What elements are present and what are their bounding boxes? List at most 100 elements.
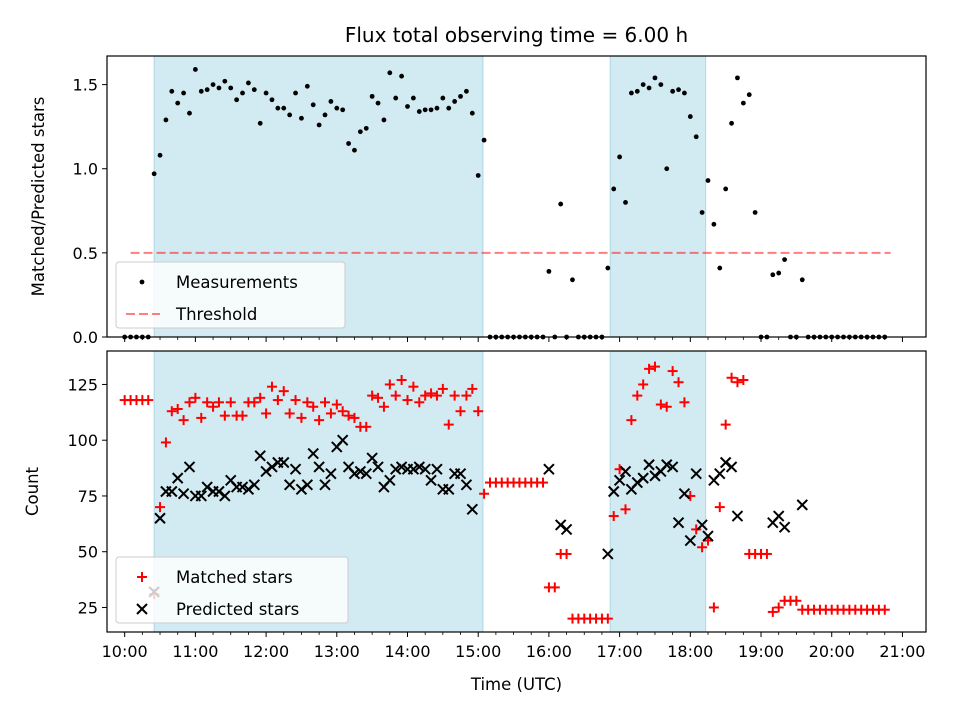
y-tick-label: 75	[78, 487, 98, 506]
data-point	[697, 542, 708, 553]
data-point	[613, 474, 626, 487]
data-point	[336, 434, 349, 446]
data-point	[666, 461, 679, 473]
data-point	[302, 397, 313, 408]
data-point	[325, 408, 336, 419]
data-point	[369, 93, 375, 99]
data-point	[316, 122, 322, 128]
data-point	[236, 481, 249, 493]
data-point	[473, 406, 484, 417]
data-point	[163, 117, 169, 123]
x-tick-label: 15:00	[455, 642, 501, 661]
data-point	[352, 147, 357, 153]
data-point	[637, 472, 649, 484]
legend-label: Predicted stars	[176, 600, 299, 619]
data-point	[260, 465, 272, 478]
data-point	[652, 75, 658, 81]
top-plot-matched-over-predicted: 0.0 0.5 1.0 1.5 Matched/Predicted stars Flux …	[29, 23, 927, 347]
data-point	[699, 210, 705, 215]
y-tick-label: 125	[67, 375, 98, 394]
data-point	[446, 105, 452, 111]
bottom-plot-star-counts: 10:00 11:00 12:00 13:00 14:00 15:00 16:00 17:00…	[23, 350, 927, 694]
data-point	[602, 548, 614, 560]
data-point	[266, 461, 278, 473]
data-point	[246, 80, 251, 86]
data-point	[242, 483, 255, 495]
data-point	[714, 502, 725, 513]
data-point	[554, 519, 567, 531]
data-point	[213, 485, 225, 498]
legend-label: Measurements	[176, 273, 298, 292]
data-point	[543, 463, 555, 475]
data-point	[263, 90, 269, 96]
data-point	[281, 105, 287, 111]
data-point	[301, 479, 314, 491]
data-point	[761, 548, 772, 559]
data-point	[269, 97, 275, 103]
data-point	[143, 395, 154, 406]
data-point	[437, 383, 448, 394]
data-point	[325, 467, 337, 480]
data-point	[646, 85, 652, 91]
data-point	[357, 129, 363, 135]
data-point	[293, 90, 298, 96]
legend-swatch	[136, 603, 148, 615]
series-matched-stars	[119, 361, 890, 624]
data-point	[611, 186, 617, 192]
data-point	[452, 99, 458, 104]
data-point	[791, 595, 802, 606]
data-point	[458, 93, 463, 99]
data-point	[475, 173, 481, 178]
data-point	[154, 512, 166, 524]
data-point	[414, 397, 425, 408]
x-tick-label: 10:00	[102, 642, 148, 661]
data-point	[626, 415, 637, 426]
data-point	[208, 401, 219, 412]
data-point	[396, 374, 407, 385]
x-tick-label: 17:00	[597, 642, 643, 661]
data-point	[711, 221, 717, 227]
data-point	[166, 485, 178, 498]
data-point	[602, 613, 613, 624]
data-point	[248, 479, 261, 491]
data-point	[738, 374, 749, 385]
data-point	[605, 265, 611, 271]
data-point	[184, 397, 195, 408]
data-point	[254, 450, 266, 462]
data-point	[378, 401, 389, 412]
data-point	[405, 104, 410, 109]
data-point	[546, 268, 552, 274]
x-tick-label: 13:00	[314, 642, 360, 661]
observing-interval-1	[609, 55, 707, 338]
data-point	[320, 397, 331, 408]
data-point	[216, 85, 222, 91]
data-point	[644, 363, 655, 374]
legend-box	[115, 261, 346, 329]
data-point	[360, 467, 372, 480]
data-point	[723, 186, 729, 192]
data-point	[278, 456, 290, 469]
data-point	[649, 470, 661, 482]
data-point	[608, 511, 619, 522]
data-point	[151, 171, 157, 177]
y-tick-label: 100	[67, 431, 98, 450]
series-measurements	[122, 67, 888, 340]
data-point	[420, 390, 431, 401]
data-point	[343, 410, 354, 421]
data-point	[261, 408, 272, 419]
data-point	[387, 70, 393, 76]
data-point	[796, 499, 808, 511]
data-point	[772, 510, 785, 522]
chart-title: Flux total observing time = 6.00 h	[345, 23, 688, 47]
x-tick-label: 11:00	[172, 642, 218, 661]
data-point	[608, 485, 620, 498]
data-point	[228, 85, 234, 91]
data-point	[778, 521, 791, 533]
legend-swatch	[137, 572, 147, 582]
data-point	[384, 379, 395, 390]
data-point	[538, 477, 549, 488]
data-point	[726, 372, 737, 383]
data-point	[731, 510, 744, 522]
data-point	[155, 502, 166, 513]
data-point	[676, 87, 681, 93]
